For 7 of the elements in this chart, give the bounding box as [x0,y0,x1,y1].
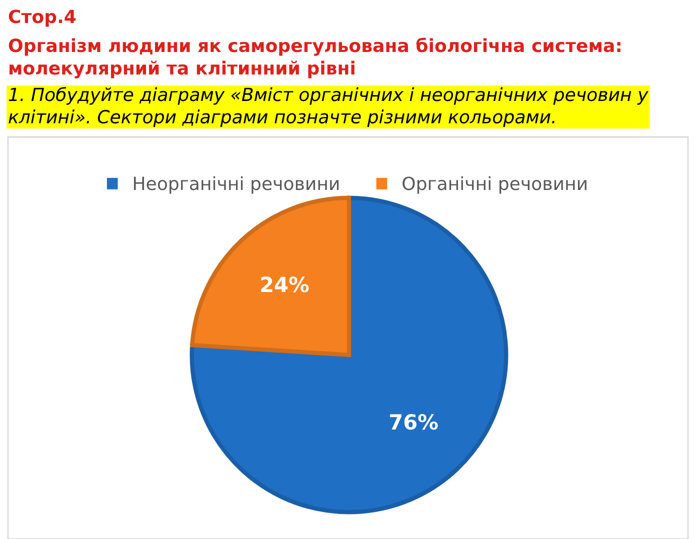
data-label: 24% [261,276,309,292]
legend-label: Органічні речовини [402,176,586,194]
chart-title: Стор.4 [8,10,76,27]
data-label: 76% [390,414,438,430]
legend-label: Неорганічні речовини [134,176,339,194]
chart-subtitle: Організм людини як саморегульована біологічна система: молекулярний та клітинний рівні [8,38,620,78]
text: 1. Побудуйте діаграму «Вміст органічних і неорганічних речовин у клітині». Сектори діаграми позначте різними кольорами. [8,86,648,128]
